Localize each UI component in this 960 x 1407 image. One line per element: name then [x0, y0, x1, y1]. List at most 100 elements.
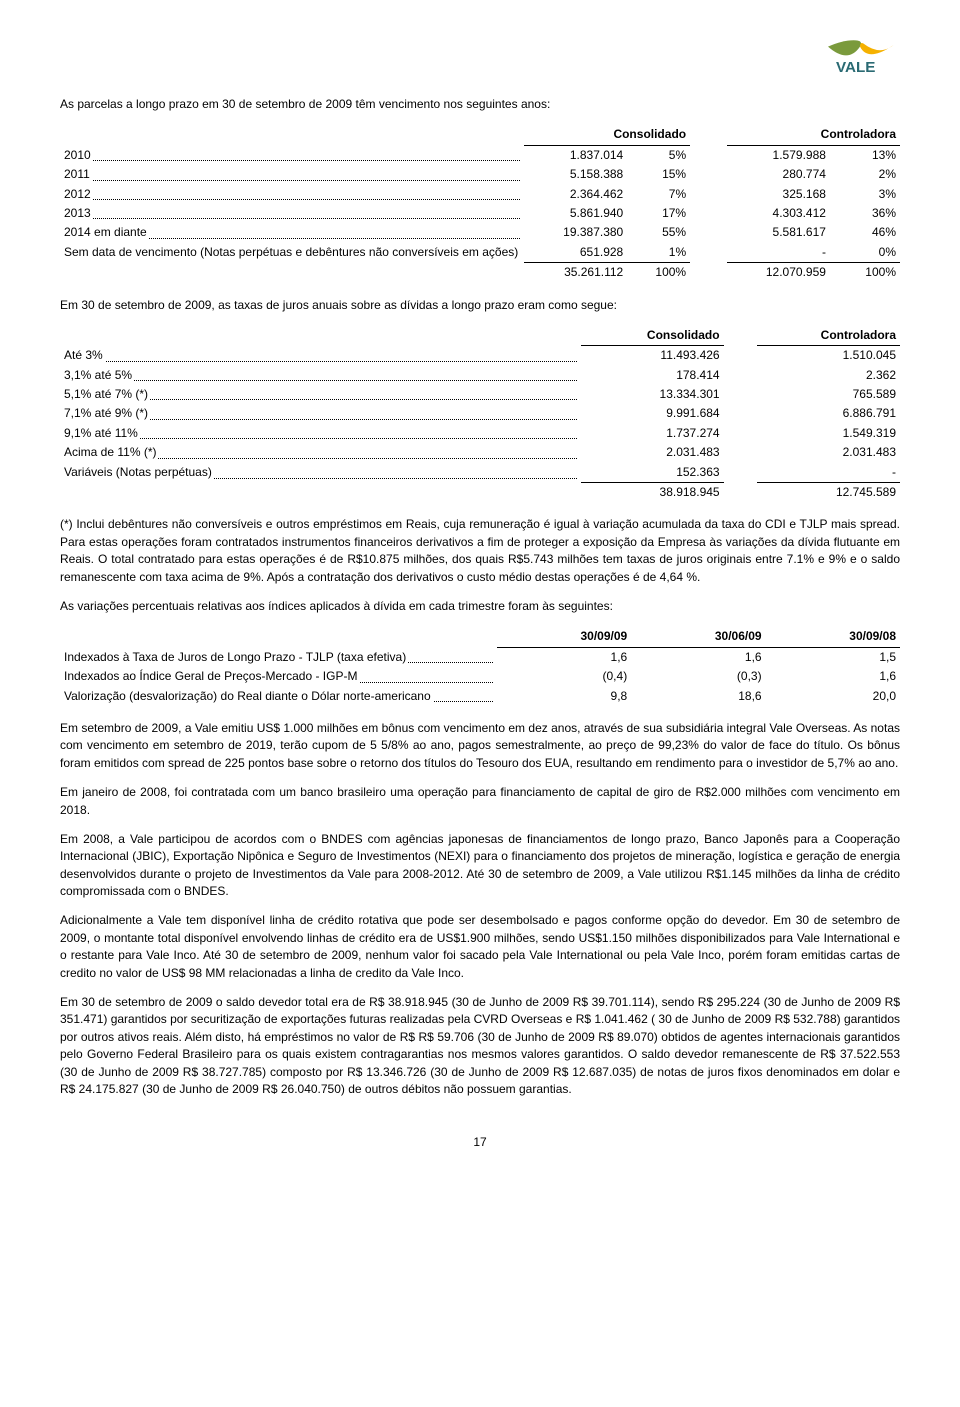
rates-table: Consolidado Controladora Até 3%11.493.42… — [60, 326, 900, 503]
table-row: Até 3%11.493.426 1.510.045 — [60, 346, 900, 366]
table-row: Variáveis (Notas perpétuas)152.363 - — [60, 463, 900, 483]
cell-c2: 1.510.045 — [757, 346, 900, 366]
cell-c2: 765.589 — [757, 385, 900, 404]
row-label: 5,1% até 7% (*) — [60, 385, 581, 404]
table-row: Valorização (desvalorização) do Real dia… — [60, 687, 900, 706]
cell-c2: - — [757, 463, 900, 483]
cell-c2: - — [727, 243, 830, 263]
row-label: 2011 — [60, 165, 524, 184]
cell-p1: 55% — [627, 223, 690, 242]
cell-b: 1,6 — [631, 647, 765, 667]
cell-p2: 46% — [830, 223, 900, 242]
table-row: 20115.158.38815% 280.7742% — [60, 165, 900, 184]
para-balance: Em 30 de setembro de 2009 o saldo devedo… — [60, 994, 900, 1098]
cell-p1: 5% — [627, 145, 690, 165]
table-row: Indexados à Taxa de Juros de Longo Prazo… — [60, 647, 900, 667]
cell-c2: 6.886.791 — [757, 404, 900, 423]
table-row: Indexados ao Índice Geral de Preços-Merc… — [60, 667, 900, 686]
indices-intro: As variações percentuais relativas aos í… — [60, 598, 900, 615]
indices-table: 30/09/09 30/06/09 30/09/08 Indexados à T… — [60, 627, 900, 706]
cell-p1: 15% — [627, 165, 690, 184]
table-row: 9,1% até 11%1.737.274 1.549.319 — [60, 424, 900, 443]
t3-h3: 30/09/08 — [766, 627, 900, 647]
cell-c: 1,6 — [766, 667, 900, 686]
cell-c1: 152.363 — [581, 463, 724, 483]
cell-c2: 2.031.483 — [757, 443, 900, 462]
cell-c: 1,5 — [766, 647, 900, 667]
maturity-table: Consolidado Controladora 20101.837.0145%… — [60, 125, 900, 282]
cell-p2: 36% — [830, 204, 900, 223]
para-bonus: Em setembro de 2009, a Vale emitiu US$ 1… — [60, 720, 900, 772]
t3-h2: 30/06/09 — [631, 627, 765, 647]
row-label: 9,1% até 11% — [60, 424, 581, 443]
cell-c1: 178.414 — [581, 366, 724, 385]
para-jan2008: Em janeiro de 2008, foi contratada com u… — [60, 784, 900, 819]
table-row: Sem data de vencimento (Notas perpétuas … — [60, 243, 900, 263]
t2-h2: Controladora — [757, 326, 900, 346]
row-label: Indexados à Taxa de Juros de Longo Prazo… — [60, 647, 497, 667]
cell-c1: 11.493.426 — [581, 346, 724, 366]
t3-h1: 30/09/09 — [497, 627, 631, 647]
table-row: 2014 em diante19.387.38055%5.581.61746% — [60, 223, 900, 242]
cell-a: (0,4) — [497, 667, 631, 686]
page-number: 17 — [60, 1134, 900, 1151]
cell-c1: 2.364.462 — [524, 185, 627, 204]
col-controladora: Controladora — [727, 125, 900, 145]
cell-c2: 4.303.412 — [727, 204, 830, 223]
cell-p1: 17% — [627, 204, 690, 223]
para-bndes: Em 2008, a Vale participou de acordos co… — [60, 831, 900, 901]
table-row: 20101.837.0145% 1.579.98813% — [60, 145, 900, 165]
t2-tot-c1: 38.918.945 — [581, 483, 724, 503]
cell-c1: 9.991.684 — [581, 404, 724, 423]
svg-text:VALE: VALE — [836, 59, 875, 76]
cell-c2: 1.549.319 — [757, 424, 900, 443]
row-label: Acima de 11% (*) — [60, 443, 581, 462]
cell-p2: 0% — [830, 243, 900, 263]
cell-c2: 325.168 — [727, 185, 830, 204]
t1-total-p2: 100% — [830, 263, 900, 283]
t1-total-c2: 12.070.959 — [727, 263, 830, 283]
table-row: 5,1% até 7% (*)13.334.301765.589 — [60, 385, 900, 404]
cell-c2: 2.362 — [757, 366, 900, 385]
cell-p1: 7% — [627, 185, 690, 204]
row-label: 2010 — [60, 145, 524, 165]
cell-p1: 1% — [627, 243, 690, 263]
cell-p2: 2% — [830, 165, 900, 184]
t1-total-p1: 100% — [627, 263, 690, 283]
intro-text-1: As parcelas a longo prazo em 30 de setem… — [60, 96, 900, 113]
para-credit-line: Adicionalmente a Vale tem disponível lin… — [60, 912, 900, 982]
row-label: 2012 — [60, 185, 524, 204]
table-row: 7,1% até 9% (*)9.991.6846.886.791 — [60, 404, 900, 423]
cell-p2: 13% — [830, 145, 900, 165]
cell-c2: 1.579.988 — [727, 145, 830, 165]
cell-p2: 3% — [830, 185, 900, 204]
vale-logo: VALE — [820, 30, 900, 76]
t2-h1: Consolidado — [581, 326, 724, 346]
cell-c1: 651.928 — [524, 243, 627, 263]
cell-b: 18,6 — [631, 687, 765, 706]
t2-tot-c2: 12.745.589 — [757, 483, 900, 503]
footnote-para: (*) Inclui debêntures não conversíveis e… — [60, 516, 900, 586]
intro-text-2: Em 30 de setembro de 2009, as taxas de j… — [60, 297, 900, 314]
row-label: Indexados ao Índice Geral de Preços-Merc… — [60, 667, 497, 686]
cell-c1: 1.837.014 — [524, 145, 627, 165]
cell-c1: 19.387.380 — [524, 223, 627, 242]
table-row: Acima de 11% (*)2.031.4832.031.483 — [60, 443, 900, 462]
cell-c1: 2.031.483 — [581, 443, 724, 462]
table-row: 20122.364.4627% 325.1683% — [60, 185, 900, 204]
cell-c: 20,0 — [766, 687, 900, 706]
row-label: Variáveis (Notas perpétuas) — [60, 463, 581, 483]
col-consolidado: Consolidado — [524, 125, 690, 145]
cell-a: 9,8 — [497, 687, 631, 706]
row-label: 3,1% até 5% — [60, 366, 581, 385]
row-label: Até 3% — [60, 346, 581, 366]
table-row: 20135.861.94017% 4.303.41236% — [60, 204, 900, 223]
cell-c1: 1.737.274 — [581, 424, 724, 443]
cell-c1: 5.861.940 — [524, 204, 627, 223]
cell-c2: 280.774 — [727, 165, 830, 184]
cell-c1: 5.158.388 — [524, 165, 627, 184]
cell-b: (0,3) — [631, 667, 765, 686]
t1-total-c1: 35.261.112 — [524, 263, 627, 283]
row-label: 2013 — [60, 204, 524, 223]
row-label: Sem data de vencimento (Notas perpétuas … — [60, 243, 524, 263]
